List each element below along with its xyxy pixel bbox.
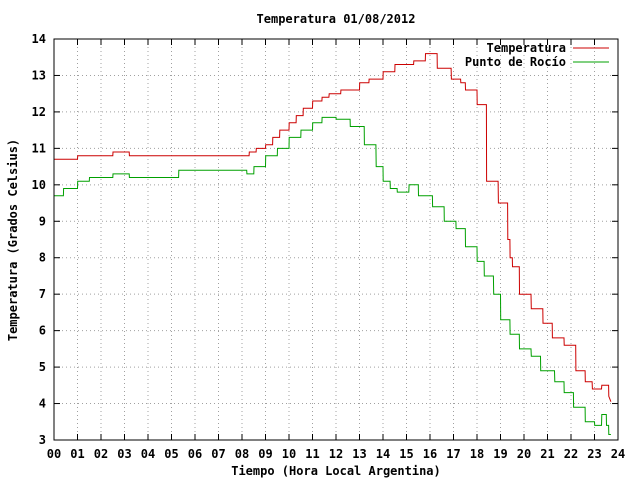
- x-tick-label: 14: [376, 447, 390, 461]
- x-tick-label: 09: [258, 447, 272, 461]
- temperatura-series-line: [54, 53, 612, 402]
- x-tick-label: 01: [70, 447, 84, 461]
- x-tick-label: 00: [47, 447, 61, 461]
- y-tick-label: 8: [39, 251, 46, 265]
- x-tick-label: 23: [587, 447, 601, 461]
- y-tick-label: 10: [32, 178, 46, 192]
- legend-label-punto-de-rocio: Punto de Rocío: [465, 55, 566, 69]
- x-tick-label: 19: [493, 447, 507, 461]
- x-tick-label: 08: [235, 447, 249, 461]
- y-tick-labels: 3 4 5 6 7 8 9 10 11 12 13 14: [32, 32, 46, 447]
- y-tick-label: 4: [39, 397, 46, 411]
- x-tick-label: 11: [305, 447, 319, 461]
- x-axis-label: Tiempo (Hora Local Argentina): [231, 464, 441, 478]
- grid-lines: [54, 39, 618, 440]
- x-tick-label: 02: [94, 447, 108, 461]
- x-tick-label: 21: [540, 447, 554, 461]
- x-tick-label: 03: [117, 447, 131, 461]
- y-tick-label: 13: [32, 68, 46, 82]
- x-tick-label: 05: [164, 447, 178, 461]
- y-axis-label: Temperatura (Grados Celsius): [6, 139, 20, 341]
- x-tick-label: 22: [564, 447, 578, 461]
- y-tick-label: 7: [39, 287, 46, 301]
- x-tick-label: 20: [517, 447, 531, 461]
- y-tick-label: 5: [39, 360, 46, 374]
- x-tick-label: 15: [399, 447, 413, 461]
- y-tick-label: 3: [39, 433, 46, 447]
- punto-de-rocio-series-line: [54, 116, 611, 435]
- y-tick-label: 9: [39, 214, 46, 228]
- x-tick-label: 04: [141, 447, 155, 461]
- y-tick-label: 12: [32, 105, 46, 119]
- axis-ticks: [53, 38, 619, 441]
- x-tick-label: 16: [423, 447, 437, 461]
- x-tick-label: 12: [329, 447, 343, 461]
- y-tick-label: 11: [32, 141, 46, 155]
- x-tick-label: 07: [211, 447, 225, 461]
- x-tick-label: 13: [352, 447, 366, 461]
- x-tick-label: 10: [282, 447, 296, 461]
- x-tick-label: 17: [446, 447, 460, 461]
- x-tick-label: 18: [470, 447, 484, 461]
- x-tick-label: 06: [188, 447, 202, 461]
- series-lines: [54, 53, 612, 435]
- x-tick-labels: 00 01 02 03 04 05 06 07 08 09 10 11 12 13 14 15 16 17 18 19…: [47, 447, 625, 461]
- y-tick-label: 14: [32, 32, 46, 46]
- chart-title: Temperatura 01/08/2012: [257, 12, 416, 26]
- x-tick-label: 24: [611, 447, 625, 461]
- legend-label-temperatura: Temperatura: [487, 41, 566, 55]
- y-tick-label: 6: [39, 324, 46, 338]
